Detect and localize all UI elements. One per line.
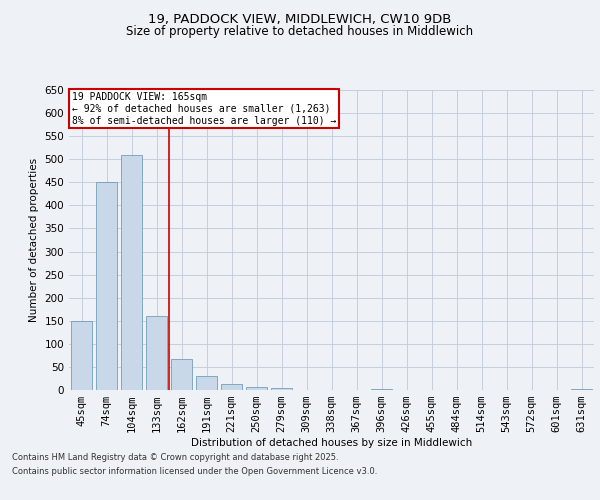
Bar: [71, 321, 92, 390]
Bar: [271, 388, 292, 390]
Bar: [221, 384, 242, 390]
Text: Size of property relative to detached houses in Middlewich: Size of property relative to detached ho…: [127, 25, 473, 38]
Bar: [146, 316, 167, 390]
Bar: [371, 388, 392, 390]
Bar: [196, 376, 217, 390]
Bar: [96, 182, 117, 390]
X-axis label: Distribution of detached houses by size in Middlewich: Distribution of detached houses by size …: [191, 438, 472, 448]
Bar: [171, 358, 192, 390]
Text: 19 PADDOCK VIEW: 165sqm
← 92% of detached houses are smaller (1,263)
8% of semi-: 19 PADDOCK VIEW: 165sqm ← 92% of detache…: [71, 92, 336, 126]
Text: Contains public sector information licensed under the Open Government Licence v3: Contains public sector information licen…: [12, 467, 377, 476]
Text: 19, PADDOCK VIEW, MIDDLEWICH, CW10 9DB: 19, PADDOCK VIEW, MIDDLEWICH, CW10 9DB: [148, 12, 452, 26]
Y-axis label: Number of detached properties: Number of detached properties: [29, 158, 39, 322]
Bar: [246, 387, 267, 390]
Bar: [571, 388, 592, 390]
Text: Contains HM Land Registry data © Crown copyright and database right 2025.: Contains HM Land Registry data © Crown c…: [12, 454, 338, 462]
Bar: [121, 154, 142, 390]
